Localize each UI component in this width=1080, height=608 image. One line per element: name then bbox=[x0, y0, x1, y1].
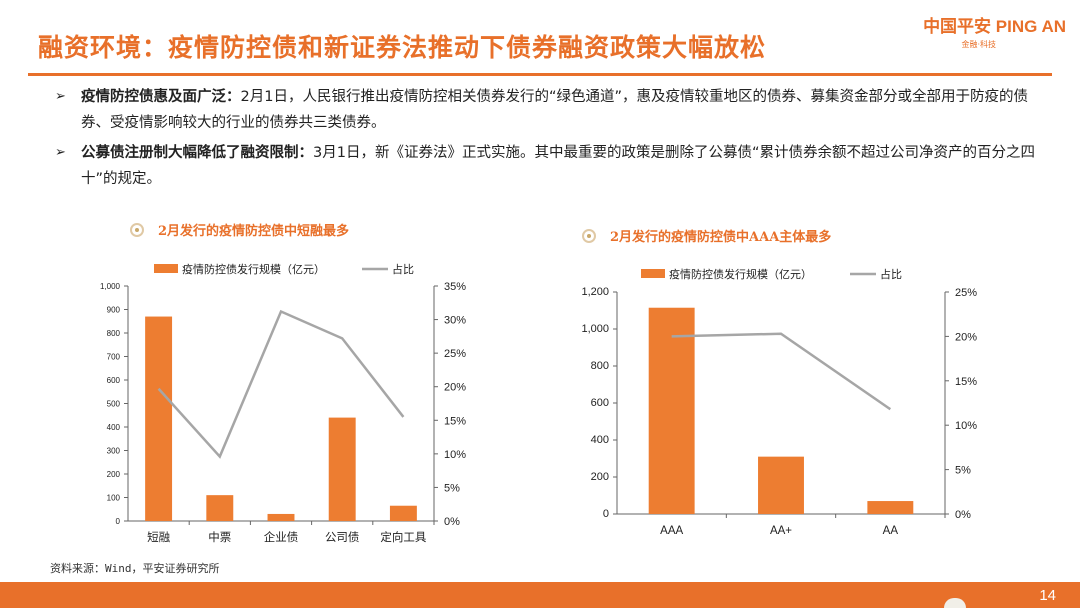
left-tick-label: 0 bbox=[116, 517, 121, 526]
bullet-text: 2月1日，人民银行推出疫情防控相关债券发行的“绿色通道”，惠及疫情较重地区的债券… bbox=[81, 89, 1028, 131]
page-number: 14 bbox=[1039, 587, 1056, 604]
right-tick-label: 10% bbox=[955, 420, 977, 432]
chart-2-title-text: 2月发行的疫情防控债中AAA主体最多 bbox=[610, 230, 832, 245]
bullet-text: 3月1日，新《证券法》正式实施。其中最重要的政策是删除了公募债“累计债券余额不超… bbox=[81, 145, 1035, 187]
right-tick-label: 20% bbox=[955, 331, 977, 343]
legend-bar-swatch bbox=[641, 269, 665, 278]
left-tick-label: 300 bbox=[107, 447, 121, 456]
bullet-list: ➢ 疫情防控债惠及面广泛：2月1日，人民银行推出疫情防控相关债券发行的“绿色通道… bbox=[55, 84, 1045, 196]
left-tick-label: 800 bbox=[591, 360, 609, 372]
left-tick-label: 0 bbox=[603, 508, 609, 520]
right-tick-label: 5% bbox=[444, 482, 460, 494]
right-tick-label: 30% bbox=[444, 315, 466, 327]
right-tick-label: 10% bbox=[444, 449, 466, 461]
bar bbox=[648, 307, 695, 514]
logo-subtext: 金融·科技 bbox=[961, 40, 996, 49]
right-tick-label: 0% bbox=[955, 509, 971, 521]
category-label: 企业债 bbox=[264, 530, 299, 544]
arrow-bullet-icon: ➢ bbox=[55, 145, 66, 160]
circle-bullet-icon bbox=[582, 228, 596, 243]
bar bbox=[389, 505, 417, 521]
legend-line-label: 占比 bbox=[392, 262, 414, 276]
right-tick-label: 5% bbox=[955, 465, 971, 477]
bar bbox=[267, 513, 295, 521]
title-divider bbox=[28, 73, 1052, 76]
chart-1-title-text: 2月发行的疫情防控债中短融最多 bbox=[158, 224, 350, 239]
left-tick-label: 400 bbox=[107, 423, 121, 432]
left-tick-label: 400 bbox=[591, 434, 609, 446]
right-tick-label: 25% bbox=[955, 287, 977, 299]
bullet-item: ➢ 公募债注册制大幅降低了融资限制：3月1日，新《证券法》正式实施。其中最重要的… bbox=[55, 140, 1045, 192]
source-note: 资料来源：Wind，平安证券研究所 bbox=[50, 562, 220, 575]
left-tick-label: 1,200 bbox=[581, 286, 609, 298]
category-label: 中票 bbox=[208, 531, 231, 544]
legend-bar-label: 疫情防控债发行规模（亿元） bbox=[669, 267, 812, 281]
bar bbox=[758, 456, 804, 514]
category-label: 短融 bbox=[147, 530, 170, 544]
bar bbox=[867, 501, 914, 514]
right-tick-label: 20% bbox=[444, 382, 466, 394]
right-tick-label: 15% bbox=[444, 415, 466, 427]
bullet-heading: 疫情防控债惠及面广泛： bbox=[81, 89, 241, 105]
circle-bullet-icon bbox=[130, 222, 144, 237]
left-tick-label: 200 bbox=[107, 470, 121, 479]
left-tick-label: 100 bbox=[107, 494, 121, 503]
bullet-item: ➢ 疫情防控债惠及面广泛：2月1日，人民银行推出疫情防控相关债券发行的“绿色通道… bbox=[55, 84, 1045, 136]
left-tick-label: 600 bbox=[591, 397, 609, 409]
category-label: 公司债 bbox=[325, 530, 360, 544]
left-tick-label: 900 bbox=[107, 306, 121, 315]
legend-bar-label: 疫情防控债发行规模（亿元） bbox=[182, 262, 325, 276]
page-title: 融资环境：疫情防控债和新证券法推动下债券融资政策大幅放松 bbox=[38, 33, 767, 62]
left-tick-label: 1,000 bbox=[581, 323, 609, 335]
left-tick-label: 600 bbox=[107, 376, 121, 385]
share-line bbox=[671, 332, 892, 411]
ping-an-logo: 中国平安 PING AN 金融·科技 bbox=[923, 12, 1066, 50]
category-label: AA+ bbox=[770, 525, 792, 537]
legend-bar-swatch bbox=[154, 264, 178, 273]
left-tick-label: 1,000 bbox=[100, 282, 121, 291]
right-tick-label: 15% bbox=[955, 376, 977, 388]
left-tick-label: 800 bbox=[107, 329, 121, 338]
bar bbox=[206, 495, 234, 521]
category-label: AA bbox=[883, 525, 899, 537]
chart-1-title: 2月发行的疫情防控债中短融最多 bbox=[130, 220, 349, 239]
share-line bbox=[157, 309, 405, 459]
legend-line-label: 占比 bbox=[880, 267, 902, 281]
bar bbox=[145, 316, 173, 521]
footer-logo-mark bbox=[944, 598, 966, 608]
bar bbox=[328, 417, 356, 521]
category-label: AAA bbox=[660, 525, 683, 537]
right-tick-label: 0% bbox=[444, 516, 460, 528]
right-tick-label: 25% bbox=[444, 348, 466, 360]
left-tick-label: 500 bbox=[107, 400, 121, 409]
arrow-bullet-icon: ➢ bbox=[55, 89, 66, 104]
category-label: 定向工具 bbox=[380, 530, 426, 544]
chart-2-title: 2月发行的疫情防控债中AAA主体最多 bbox=[582, 226, 831, 245]
left-tick-label: 700 bbox=[107, 353, 121, 362]
right-tick-label: 35% bbox=[444, 281, 466, 293]
logo-text: 中国平安 PING AN bbox=[923, 17, 1066, 36]
bullet-heading: 公募债注册制大幅降低了融资限制： bbox=[81, 145, 313, 161]
footer-bar: 14 bbox=[0, 582, 1080, 608]
left-tick-label: 200 bbox=[591, 471, 609, 483]
